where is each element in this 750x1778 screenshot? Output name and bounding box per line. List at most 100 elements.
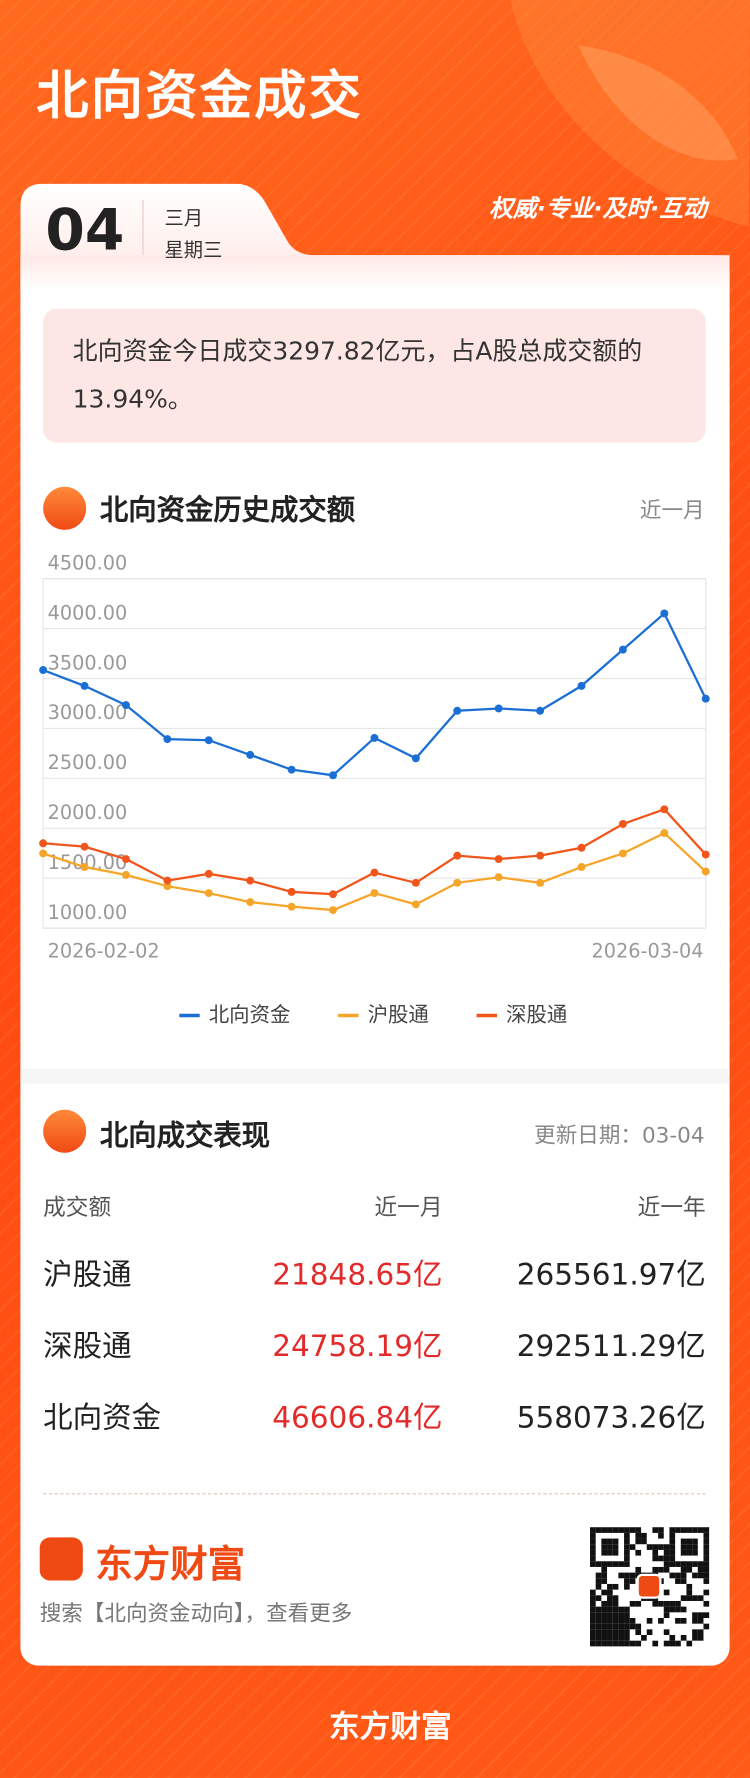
qr-module bbox=[635, 1623, 642, 1630]
qr-module bbox=[697, 1572, 704, 1579]
qr-module bbox=[590, 1589, 596, 1596]
qr-module bbox=[663, 1544, 670, 1550]
qr-module bbox=[618, 1617, 625, 1624]
period[interactable]: 近一月 bbox=[639, 498, 705, 524]
qr-module bbox=[675, 1561, 681, 1567]
qr-module bbox=[652, 1555, 659, 1562]
y-tick-label: 1500.00 bbox=[48, 851, 128, 874]
data-point bbox=[618, 820, 627, 828]
icon bbox=[43, 486, 87, 530]
data-point bbox=[494, 704, 503, 713]
qr-module bbox=[652, 1600, 659, 1607]
qr-module bbox=[703, 1532, 710, 1539]
qr-module bbox=[624, 1583, 630, 1590]
data-point bbox=[163, 735, 172, 744]
qr-module bbox=[669, 1527, 676, 1533]
qr-module bbox=[629, 1572, 636, 1579]
qr-module bbox=[635, 1600, 642, 1607]
y-tick-label: 2500.00 bbox=[48, 751, 128, 774]
qr-module bbox=[624, 1629, 630, 1636]
qr-module bbox=[624, 1544, 630, 1550]
y-tick-label: 2000.00 bbox=[48, 801, 128, 824]
data-point bbox=[121, 870, 130, 879]
legend-item: 沪股通 bbox=[338, 1003, 429, 1027]
qr-module bbox=[624, 1606, 630, 1613]
series-line bbox=[43, 807, 707, 896]
data-point bbox=[370, 868, 379, 877]
qr-module bbox=[624, 1572, 630, 1579]
qr-module bbox=[703, 1572, 710, 1579]
qr-module bbox=[635, 1532, 642, 1539]
qr-module bbox=[641, 1635, 647, 1641]
qr-module bbox=[703, 1544, 710, 1550]
data-point bbox=[246, 898, 255, 907]
qr-module bbox=[663, 1561, 670, 1567]
qr-module bbox=[669, 1549, 676, 1556]
qr-module bbox=[680, 1578, 687, 1584]
qr-module bbox=[590, 1595, 596, 1601]
qr-module bbox=[595, 1623, 602, 1630]
data-point bbox=[536, 706, 545, 715]
qr-module bbox=[590, 1617, 596, 1624]
table-cell: 近一年 bbox=[637, 1193, 706, 1221]
qr-module bbox=[652, 1544, 659, 1550]
qr-module bbox=[612, 1635, 619, 1641]
qr-module bbox=[607, 1595, 613, 1601]
qr-module bbox=[612, 1538, 619, 1545]
qr-module bbox=[618, 1561, 625, 1567]
data-point bbox=[246, 750, 255, 759]
qr-module bbox=[658, 1544, 664, 1550]
qr-module bbox=[607, 1612, 613, 1618]
qr-module bbox=[612, 1640, 619, 1647]
legend-label: 沪股通 bbox=[368, 1003, 429, 1027]
data-point bbox=[701, 850, 710, 859]
qr-module bbox=[601, 1640, 608, 1647]
data-point bbox=[287, 765, 296, 774]
qr-module bbox=[629, 1527, 636, 1533]
qr-module bbox=[703, 1612, 710, 1618]
page-title: 北向资金成交 bbox=[36, 64, 364, 126]
qr-module bbox=[612, 1629, 619, 1636]
qr-module bbox=[663, 1600, 670, 1607]
table-cell: 21848.65亿 bbox=[272, 1258, 443, 1293]
qr-module bbox=[612, 1595, 619, 1601]
qr-module bbox=[646, 1617, 653, 1624]
qr-module bbox=[669, 1555, 676, 1562]
qr-module bbox=[612, 1549, 619, 1556]
qr-module bbox=[703, 1623, 710, 1630]
qr-module bbox=[595, 1595, 602, 1601]
qr-module bbox=[629, 1617, 636, 1624]
logo bbox=[39, 1537, 83, 1581]
qr-module bbox=[635, 1538, 642, 1545]
qr-module bbox=[646, 1544, 653, 1550]
data-point bbox=[329, 771, 337, 780]
qr-module bbox=[607, 1561, 613, 1567]
qr-module bbox=[590, 1640, 596, 1647]
data-point bbox=[660, 805, 669, 814]
qr-module bbox=[703, 1527, 710, 1533]
x-tick-label: 2026-03-04 bbox=[592, 939, 704, 962]
qr-module bbox=[663, 1606, 670, 1613]
qr-module bbox=[680, 1561, 687, 1567]
data-point bbox=[39, 666, 48, 674]
data-point bbox=[121, 855, 130, 864]
qr-module bbox=[624, 1532, 630, 1539]
qr-module bbox=[612, 1527, 619, 1533]
qr-module bbox=[601, 1578, 608, 1584]
qr-module bbox=[607, 1589, 613, 1596]
qr-module bbox=[675, 1640, 681, 1647]
qr-module bbox=[601, 1549, 608, 1556]
qr-module bbox=[686, 1583, 693, 1590]
qr-module bbox=[629, 1578, 636, 1584]
data-point bbox=[370, 733, 379, 742]
data-point bbox=[39, 839, 48, 848]
qr-module bbox=[680, 1572, 687, 1579]
qr-module bbox=[692, 1561, 698, 1567]
qr-module bbox=[590, 1532, 596, 1539]
qr-module bbox=[652, 1527, 659, 1533]
data-point bbox=[411, 900, 420, 909]
qr-module bbox=[697, 1612, 704, 1618]
qr-module bbox=[601, 1589, 608, 1596]
qr-module bbox=[675, 1527, 681, 1533]
